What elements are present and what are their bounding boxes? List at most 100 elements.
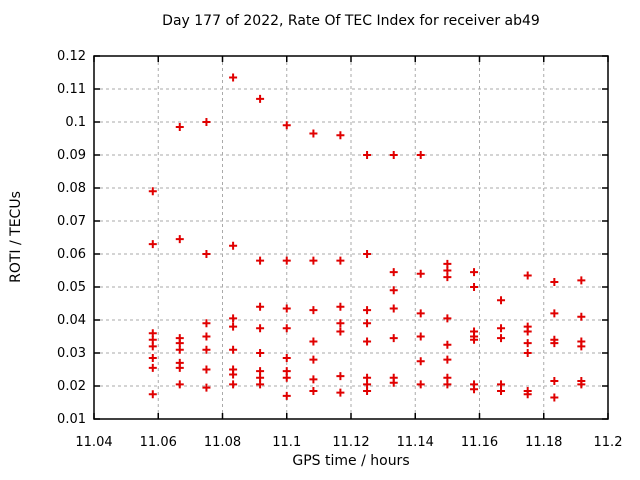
data-point-marker (309, 256, 318, 265)
data-point-marker (523, 349, 532, 357)
x-tick-label: 11.1 (272, 435, 301, 450)
data-point-marker (148, 187, 157, 196)
data-point-marker (175, 122, 184, 131)
data-point-marker (389, 304, 398, 313)
data-point-marker (336, 388, 345, 397)
y-axis-label: ROTI / TECUs (8, 191, 24, 283)
data-point-marker (363, 386, 372, 395)
data-point-marker (470, 268, 479, 277)
y-tick-label: 0.01 (57, 412, 86, 427)
data-point-marker (282, 256, 291, 265)
data-point-marker (202, 383, 211, 392)
data-point-marker (336, 319, 345, 328)
y-tick-label: 0.1 (65, 115, 86, 130)
data-point-marker (497, 386, 506, 395)
x-tick-label: 11.2 (594, 435, 623, 450)
data-point-marker (282, 391, 291, 400)
data-point-marker (148, 363, 157, 372)
data-point-marker (443, 355, 452, 364)
data-point-marker (148, 240, 157, 249)
data-point-marker (497, 324, 506, 333)
data-point-marker (202, 118, 211, 126)
data-point-marker (336, 327, 345, 336)
data-point-marker (443, 273, 452, 282)
data-point-marker (148, 353, 157, 362)
data-point-marker (389, 378, 398, 387)
data-point-marker (309, 386, 318, 395)
data-point-marker (363, 319, 372, 328)
x-tick-label: 11.18 (525, 435, 562, 450)
data-point-marker (256, 324, 265, 333)
data-point-marker (389, 334, 398, 343)
data-point-marker (416, 357, 425, 366)
x-tick-label: 11.04 (75, 435, 112, 450)
data-point-marker (282, 121, 291, 130)
data-point-marker (175, 380, 184, 389)
data-point-marker (175, 345, 184, 354)
data-point-marker (202, 319, 211, 328)
data-point-marker (336, 302, 345, 311)
data-point-marker (336, 372, 345, 381)
data-point-marker (309, 355, 318, 364)
data-point-marker (256, 380, 265, 389)
data-point-marker (309, 306, 318, 315)
data-point-marker (363, 337, 372, 346)
x-tick-label: 11.06 (140, 435, 177, 450)
data-point-marker (282, 304, 291, 313)
data-point-marker (229, 370, 238, 379)
data-point-marker (523, 327, 532, 336)
data-point-marker (550, 339, 559, 348)
data-point-marker (363, 306, 372, 315)
x-tick-label: 11.08 (204, 435, 241, 450)
data-point-marker (202, 365, 211, 374)
data-point-marker (256, 94, 265, 103)
chart-title: Day 177 of 2022, Rate Of TEC Index for r… (162, 13, 540, 29)
data-point-marker (577, 312, 586, 321)
data-point-marker (336, 131, 345, 140)
x-axis-label: GPS time / hours (292, 453, 410, 469)
data-point-marker (416, 332, 425, 341)
y-tick-label: 0.11 (57, 82, 86, 97)
data-point-marker (523, 390, 532, 399)
data-point-marker (497, 296, 506, 305)
data-point-marker (389, 286, 398, 295)
data-point-marker (256, 302, 265, 311)
data-point-marker (470, 335, 479, 344)
data-point-marker (309, 129, 318, 138)
data-point-marker (550, 393, 559, 402)
data-point-marker (282, 373, 291, 382)
x-tick-label: 11.14 (397, 435, 434, 450)
data-point-marker (202, 250, 211, 258)
data-point-marker (175, 235, 184, 244)
data-point-marker (416, 151, 425, 159)
data-point-marker (550, 278, 559, 287)
data-point-marker (416, 380, 425, 389)
x-tick-label: 11.16 (461, 435, 498, 450)
data-point-marker (470, 283, 479, 291)
y-tick-label: 0.04 (57, 313, 86, 328)
y-tick-label: 0.12 (57, 49, 86, 64)
y-tick-label: 0.07 (57, 214, 86, 229)
data-point-marker (577, 380, 586, 389)
data-point-marker (148, 342, 157, 351)
data-point-marker (282, 353, 291, 362)
y-tick-label: 0.03 (57, 346, 86, 361)
x-tick-label: 11.12 (332, 435, 369, 450)
data-point-marker (148, 390, 157, 399)
data-point-marker (229, 345, 238, 354)
data-point-marker (443, 380, 452, 389)
y-tick-label: 0.05 (57, 280, 86, 295)
data-point-marker (550, 377, 559, 386)
data-point-marker (175, 363, 184, 372)
data-point-marker (523, 339, 532, 348)
data-point-marker (363, 250, 372, 258)
data-point-marker (202, 332, 211, 341)
data-point-marker (416, 309, 425, 318)
data-point-marker (443, 314, 452, 323)
data-point-marker (229, 322, 238, 331)
y-tick-label: 0.06 (57, 247, 86, 262)
data-point-marker (577, 276, 586, 285)
y-tick-label: 0.02 (57, 379, 86, 394)
